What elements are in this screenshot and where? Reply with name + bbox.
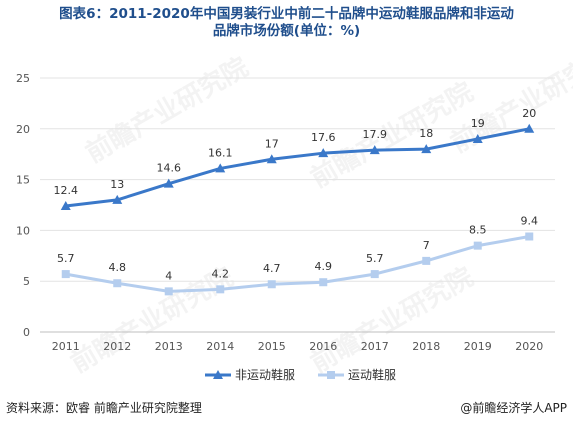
data-label: 4	[165, 269, 172, 282]
data-point	[421, 144, 432, 154]
chart-title-line-2: 品牌市场份额(单位：%)	[212, 23, 361, 39]
chart-title: 图表6：2011-2020年中国男装行业中前二十品牌中运动鞋服品牌和非运动 品牌…	[0, 6, 573, 40]
y-tick-label: 5	[23, 275, 30, 288]
data-label: 14.6	[157, 162, 182, 175]
x-tick-label: 2013	[155, 340, 183, 353]
data-label: 17.6	[311, 131, 336, 144]
data-point	[472, 133, 483, 143]
data-point	[369, 145, 380, 155]
data-label: 4.2	[212, 267, 230, 280]
data-label: 4.8	[109, 261, 127, 274]
x-tick-label: 2018	[412, 340, 440, 353]
data-point	[319, 278, 328, 287]
data-point	[163, 178, 174, 188]
data-point	[473, 241, 482, 250]
x-tick-label: 2016	[309, 340, 337, 353]
x-tick-label: 2015	[258, 340, 286, 353]
data-label: 17.9	[363, 128, 388, 141]
y-tick-label: 15	[16, 174, 30, 187]
data-label: 13	[110, 178, 124, 191]
data-point	[112, 194, 123, 204]
source-note: 资料来源：欧睿 前瞻产业研究院整理	[6, 401, 202, 415]
y-tick-label: 0	[23, 326, 30, 339]
data-point	[216, 285, 225, 294]
legend-marker	[213, 370, 223, 379]
brand-text: @前瞻经济学人APP	[460, 401, 567, 415]
data-label: 7	[423, 239, 430, 252]
data-label: 17	[265, 137, 279, 150]
y-tick-label: 25	[16, 72, 30, 85]
x-tick-label: 2011	[52, 340, 80, 353]
data-label: 4.7	[263, 262, 281, 275]
x-tick-label: 2012	[103, 340, 131, 353]
x-tick-label: 2014	[206, 340, 234, 353]
data-point	[422, 256, 431, 265]
data-point	[113, 279, 122, 288]
data-point	[318, 148, 329, 158]
data-point	[266, 154, 277, 164]
data-point	[60, 201, 71, 211]
data-label: 12.4	[54, 184, 79, 197]
data-point	[525, 232, 534, 241]
legend-marker	[327, 371, 335, 379]
data-label: 4.9	[315, 260, 333, 273]
x-tick-label: 2017	[361, 340, 389, 353]
data-label: 18	[419, 127, 433, 140]
data-point	[215, 163, 226, 173]
data-point	[267, 280, 276, 289]
chart-title-line-1: 图表6：2011-2020年中国男装行业中前二十品牌中运动鞋服品牌和非运动	[59, 6, 514, 22]
data-label: 16.1	[208, 146, 233, 159]
data-label: 20	[522, 107, 536, 120]
x-tick-label: 2019	[464, 340, 492, 353]
series-line	[65, 127, 530, 208]
x-tick-label: 2020	[515, 340, 543, 353]
legend-label: 运动鞋服	[348, 367, 396, 382]
y-tick-label: 10	[16, 224, 30, 237]
y-tick-label: 20	[16, 123, 30, 136]
data-point	[370, 270, 379, 279]
legend-label: 非运动鞋服	[235, 367, 295, 382]
data-label: 9.4	[521, 214, 539, 227]
data-label: 8.5	[469, 224, 487, 237]
data-label: 5.7	[366, 252, 384, 265]
series-line	[65, 235, 530, 293]
data-point	[164, 287, 173, 296]
data-label: 19	[471, 117, 485, 130]
data-point	[61, 270, 70, 279]
data-label: 5.7	[57, 252, 75, 265]
data-point	[524, 123, 535, 133]
brand-label: @前瞻经济学人APP	[460, 399, 567, 416]
